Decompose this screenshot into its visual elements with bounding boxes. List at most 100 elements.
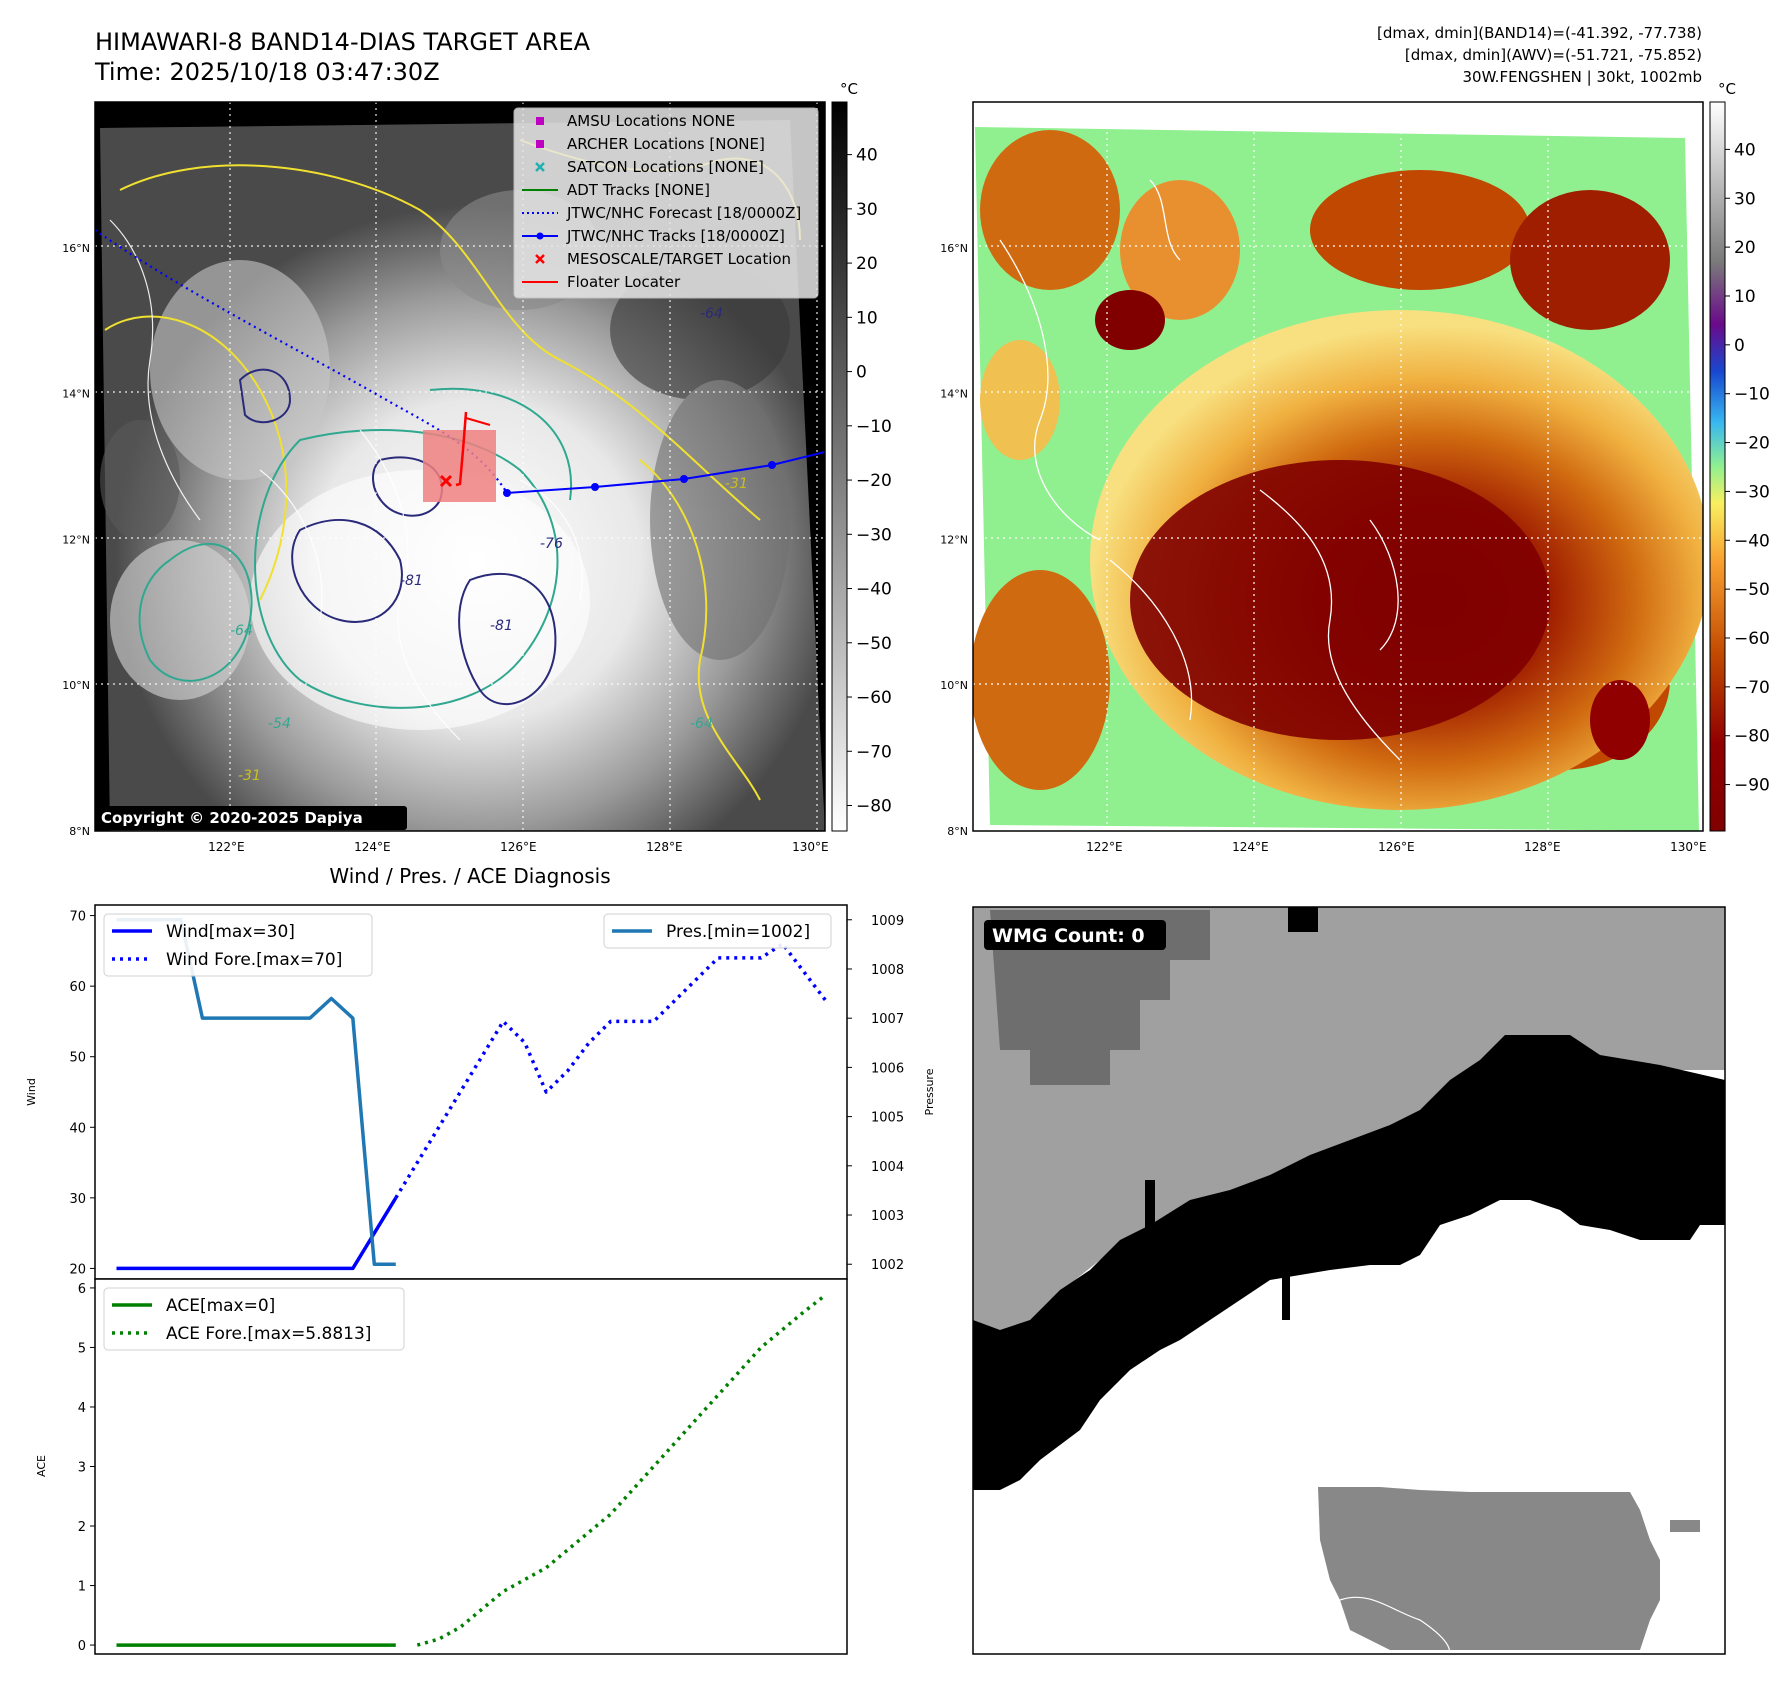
wind-legend: Wind[max=30] Wind Fore.[max=70] [103,913,373,977]
ir-contours [104,139,801,801]
pressure-y-tick-label: 1005 [871,1111,904,1126]
wind-series-line-0 [116,1196,398,1271]
ace-forecast-legend-label: ACE Fore.[max=5.8813] [166,1324,371,1344]
ir-map-panel: -64 -76 -81 -81 -54 -64 -31 -31 -64 AMSU… [62,101,829,854]
colorbar-tick-label: 30 [856,200,878,220]
colorbar-tick-label: −60 [1734,629,1770,649]
ir-coastlines [109,219,583,741]
awv-map-tick-labels: 122°E 124°E 126°E 128°E 130°E 8°N 10°N 12°N 14°N… [940,242,1706,854]
legend-marker-x [535,162,545,172]
contour-label: -31 [725,476,748,492]
lon-tick-label: 126°E [1378,840,1415,854]
wmg-mid-region [1318,1487,1660,1650]
contour-label: -76 [540,536,563,552]
pressure-y-tick-label: 1009 [871,914,904,929]
wind-y-tick-label: 70 [69,910,86,925]
colorbar-tick-label: −30 [856,525,892,545]
lat-tick-label: 8°N [69,825,90,838]
pressure-legend-label: Pres.[min=1002] [666,922,810,942]
contour-label: -54 [268,716,291,732]
lon-tick-label: 128°E [646,840,683,854]
ace-y-tick-label: 2 [78,1520,86,1535]
awv-colorbar-unit: °C [1718,80,1736,98]
colorbar-tick-label: 20 [1734,238,1756,258]
colorbar-tick-label: −70 [856,742,892,762]
ace-y-tick-label: 3 [78,1461,86,1476]
wind-y-tick-label: 60 [69,980,86,995]
ace-axis-label: ACE [35,1455,48,1477]
pressure-y-tick-label: 1004 [871,1160,904,1175]
lon-tick-label: 128°E [1524,840,1561,854]
figure-time: Time: 2025/10/18 03:47:30Z [94,58,440,86]
legend-label: Floater Locater [567,273,681,291]
ace-y-tick-label: 6 [78,1282,86,1297]
wind-legend-label: Wind[max=30] [166,922,295,942]
lat-tick-label: 10°N [940,679,968,692]
wind-forecast-legend-label: Wind Fore.[max=70] [166,950,342,970]
wind-y-tick-label: 50 [69,1051,86,1066]
ace-legend: ACE[max=0] ACE Fore.[max=5.8813] [103,1287,405,1351]
pressure-legend: Pres.[min=1002] [603,913,832,949]
wmg-count-label: WMG Count: 0 [992,925,1145,947]
colorbar-tick-label: 20 [856,254,878,274]
lon-tick-label: 126°E [500,840,537,854]
ace-chart: 0 1 2 3 4 5 6 ACE ACE[max=0] ACE Fore.[max=5.8… [35,1278,848,1655]
legend-label: SATCON Locations [NONE] [567,158,764,176]
legend-label: ARCHER Locations [NONE] [567,135,765,153]
wmg-count-box [984,920,1166,950]
legend-label: MESOSCALE/TARGET Location [567,250,791,268]
colorbar-tick-label: 40 [856,146,878,166]
colorbar-tick-label: −20 [1734,434,1770,454]
lat-tick-label: 12°N [62,533,90,546]
wind-axis-label: Wind [25,1078,38,1106]
copyright-text: Copyright © 2020-2025 Dapiya [101,809,363,827]
contour-label: -64 [230,623,253,639]
awv-map-border [972,101,1704,832]
wmg-black-band [973,1035,1725,1490]
legend-marker-square [536,117,544,125]
copyright-box [95,806,407,830]
jtwc-track-points [503,461,776,497]
ace-legend-label: ACE[max=0] [166,1296,275,1316]
lat-tick-label: 16°N [62,242,90,255]
legend-label: JTWC/NHC Tracks [18/0000Z] [566,227,785,245]
legend-label: JTWC/NHC Forecast [18/0000Z] [566,204,801,222]
lon-tick-label: 130°E [1670,840,1707,854]
contour-label: -31 [238,768,261,784]
awv-coastlines [999,179,1401,761]
lat-tick-label: 8°N [947,825,968,838]
lat-tick-label: 14°N [62,388,90,401]
colorbar-tick-label: −50 [856,634,892,654]
wmg-dark-region [990,910,1210,1085]
colorbar-tick-label: 10 [1734,287,1756,307]
diagnosis-chart-title: Wind / Pres. / ACE Diagnosis [329,864,610,888]
wind-y-tick-label: 40 [69,1121,86,1136]
ir-colorbar-unit: °C [840,80,858,98]
stats-line-1: [dmax, dmin](BAND14)=(-41.392, -77.738) [1377,24,1702,42]
awv-cloud-fields [973,130,1703,810]
lat-tick-label: 16°N [940,242,968,255]
colorbar-tick-label: −70 [1734,678,1770,698]
colorbar-tick-label: −80 [856,797,892,817]
contour-labels: -64 -76 -81 -81 -54 -64 -31 -31 -64 [230,306,748,784]
lon-tick-label: 124°E [1232,840,1269,854]
colorbar-tick-label: 30 [1734,189,1756,209]
legend-marker-square [536,140,544,148]
pressure-y-tick-label: 1007 [871,1012,904,1027]
wind-series-line-1 [394,942,827,1199]
pressure-y-tick-label: 1008 [871,963,904,978]
ir-colorbar: °C 40 30 20 10 0 −10 −20 −30 −40 −50 −60 −70 −80 [831,80,892,832]
jtwc-forecast-track [95,229,508,494]
lon-tick-label: 130°E [792,840,829,854]
legend-label: ADT Tracks [NONE] [567,181,710,199]
colorbar-tick-label: 0 [856,363,867,383]
wind-pressure-chart: 20 30 40 50 60 70 1002 1003 1004 1005 1006 1007 1008… [25,904,936,1280]
colorbar-tick-label: −40 [1734,531,1770,551]
stats-line-3: 30W.FENGSHEN | 30kt, 1002mb [1462,68,1702,86]
floater-target-box [423,430,496,502]
colorbar-tick-label: −30 [1734,482,1770,502]
colorbar-tick-label: −90 [1734,776,1770,796]
ace-y-tick-label: 5 [78,1341,86,1356]
contour-label: -81 [400,573,423,589]
